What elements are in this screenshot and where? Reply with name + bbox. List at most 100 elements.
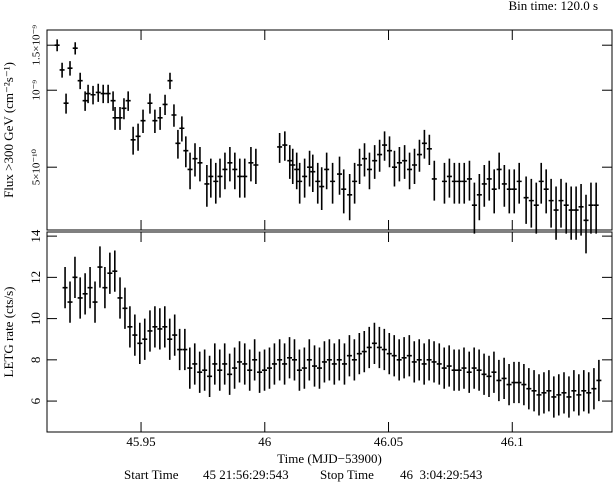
error-bar: [147, 310, 153, 352]
error-bar: [366, 152, 372, 190]
error-bar: [59, 62, 65, 78]
error-bar: [461, 162, 467, 204]
error-bar: [553, 186, 559, 240]
error-bar: [242, 343, 248, 385]
error-bar: [506, 363, 512, 406]
error-bar: [521, 363, 527, 406]
error-bar: [366, 326, 372, 369]
error-bar: [451, 162, 457, 204]
error-bar: [197, 146, 203, 182]
error-bar: [461, 347, 467, 389]
error-bar: [321, 341, 327, 383]
error-bar: [516, 162, 522, 204]
error-bar: [97, 246, 103, 288]
error-bar: [451, 349, 457, 391]
error-bar: [152, 306, 158, 348]
error-bar: [491, 169, 497, 214]
error-bar: [523, 176, 529, 224]
error-bar: [232, 152, 238, 190]
error-bar: [446, 345, 452, 387]
error-bar: [558, 178, 564, 228]
error-bar: [54, 39, 60, 52]
error-bar: [167, 72, 173, 90]
error-bar: [372, 145, 378, 179]
error-bar: [227, 353, 233, 395]
error-bar: [506, 169, 512, 214]
error-bar: [324, 152, 330, 190]
error-bar: [307, 150, 313, 187]
error-bar: [72, 256, 78, 298]
y-axis-label: LETG rate (cts/s): [1, 287, 16, 378]
error-bar: [192, 343, 198, 385]
plot-frame: [46, 231, 613, 433]
error-bar: [242, 158, 248, 198]
error-bar: [67, 281, 73, 323]
error-bar: [135, 123, 141, 151]
error-bar: [538, 162, 544, 204]
error-bar: [391, 150, 397, 187]
error-bar: [331, 343, 337, 385]
error-bar: [277, 339, 283, 381]
error-bar: [583, 194, 589, 254]
error-bar: [122, 287, 128, 329]
error-bar: [426, 339, 432, 381]
error-bar: [172, 314, 178, 356]
error-bar: [82, 273, 88, 315]
error-bar: [282, 131, 288, 161]
error-bar: [127, 306, 133, 348]
bin-time: Bin time: 120.0 s: [508, 0, 598, 13]
error-bar: [310, 154, 316, 192]
error-bar: [182, 328, 188, 371]
error-bar: [271, 343, 277, 385]
error-bar: [187, 347, 193, 389]
error-bar: [501, 164, 507, 207]
error-bar: [528, 178, 534, 228]
error-bar: [125, 91, 131, 111]
error-bar: [426, 134, 432, 165]
error-bar: [222, 152, 228, 190]
error-bar: [102, 267, 108, 309]
error-bar: [253, 148, 259, 184]
error-bar: [132, 314, 138, 356]
error-bar: [341, 343, 347, 385]
error-bar: [187, 152, 193, 190]
error-bar: [341, 169, 347, 214]
plot-frame: [46, 29, 613, 231]
error-bar: [82, 91, 88, 111]
error-bar: [346, 335, 352, 377]
error-bar: [130, 126, 136, 155]
error-bar: [416, 339, 422, 381]
error-bar: [197, 351, 203, 393]
error-bar: [476, 174, 482, 221]
error-bar: [466, 160, 472, 201]
error-bar: [227, 146, 233, 182]
error-bar: [232, 347, 238, 389]
error-bar: [204, 164, 210, 207]
error-bar: [563, 182, 569, 234]
error-bar: [441, 347, 447, 389]
error-bar: [407, 152, 413, 190]
error-bar: [556, 374, 562, 416]
error-bar: [266, 347, 272, 389]
error-bar: [431, 160, 437, 201]
error-bar: [192, 143, 198, 177]
error-bar: [496, 359, 502, 402]
error-bar: [177, 328, 183, 371]
error-bar: [175, 129, 181, 159]
error-bar: [147, 93, 153, 114]
error-bar: [157, 106, 163, 130]
x-tick-label: 46: [258, 434, 272, 449]
y-tick-label: 12: [28, 271, 43, 284]
error-bar: [137, 322, 143, 364]
error-bar: [257, 351, 263, 393]
error-bar: [406, 335, 412, 377]
error-bar: [105, 84, 111, 104]
y-tick-label: 5×10⁻¹⁰: [31, 148, 43, 185]
error-bar: [456, 349, 462, 391]
error-bar: [117, 277, 123, 319]
error-bar: [67, 61, 73, 76]
error-bar: [326, 339, 332, 381]
error-bar: [237, 158, 243, 198]
error-bar: [287, 145, 293, 179]
